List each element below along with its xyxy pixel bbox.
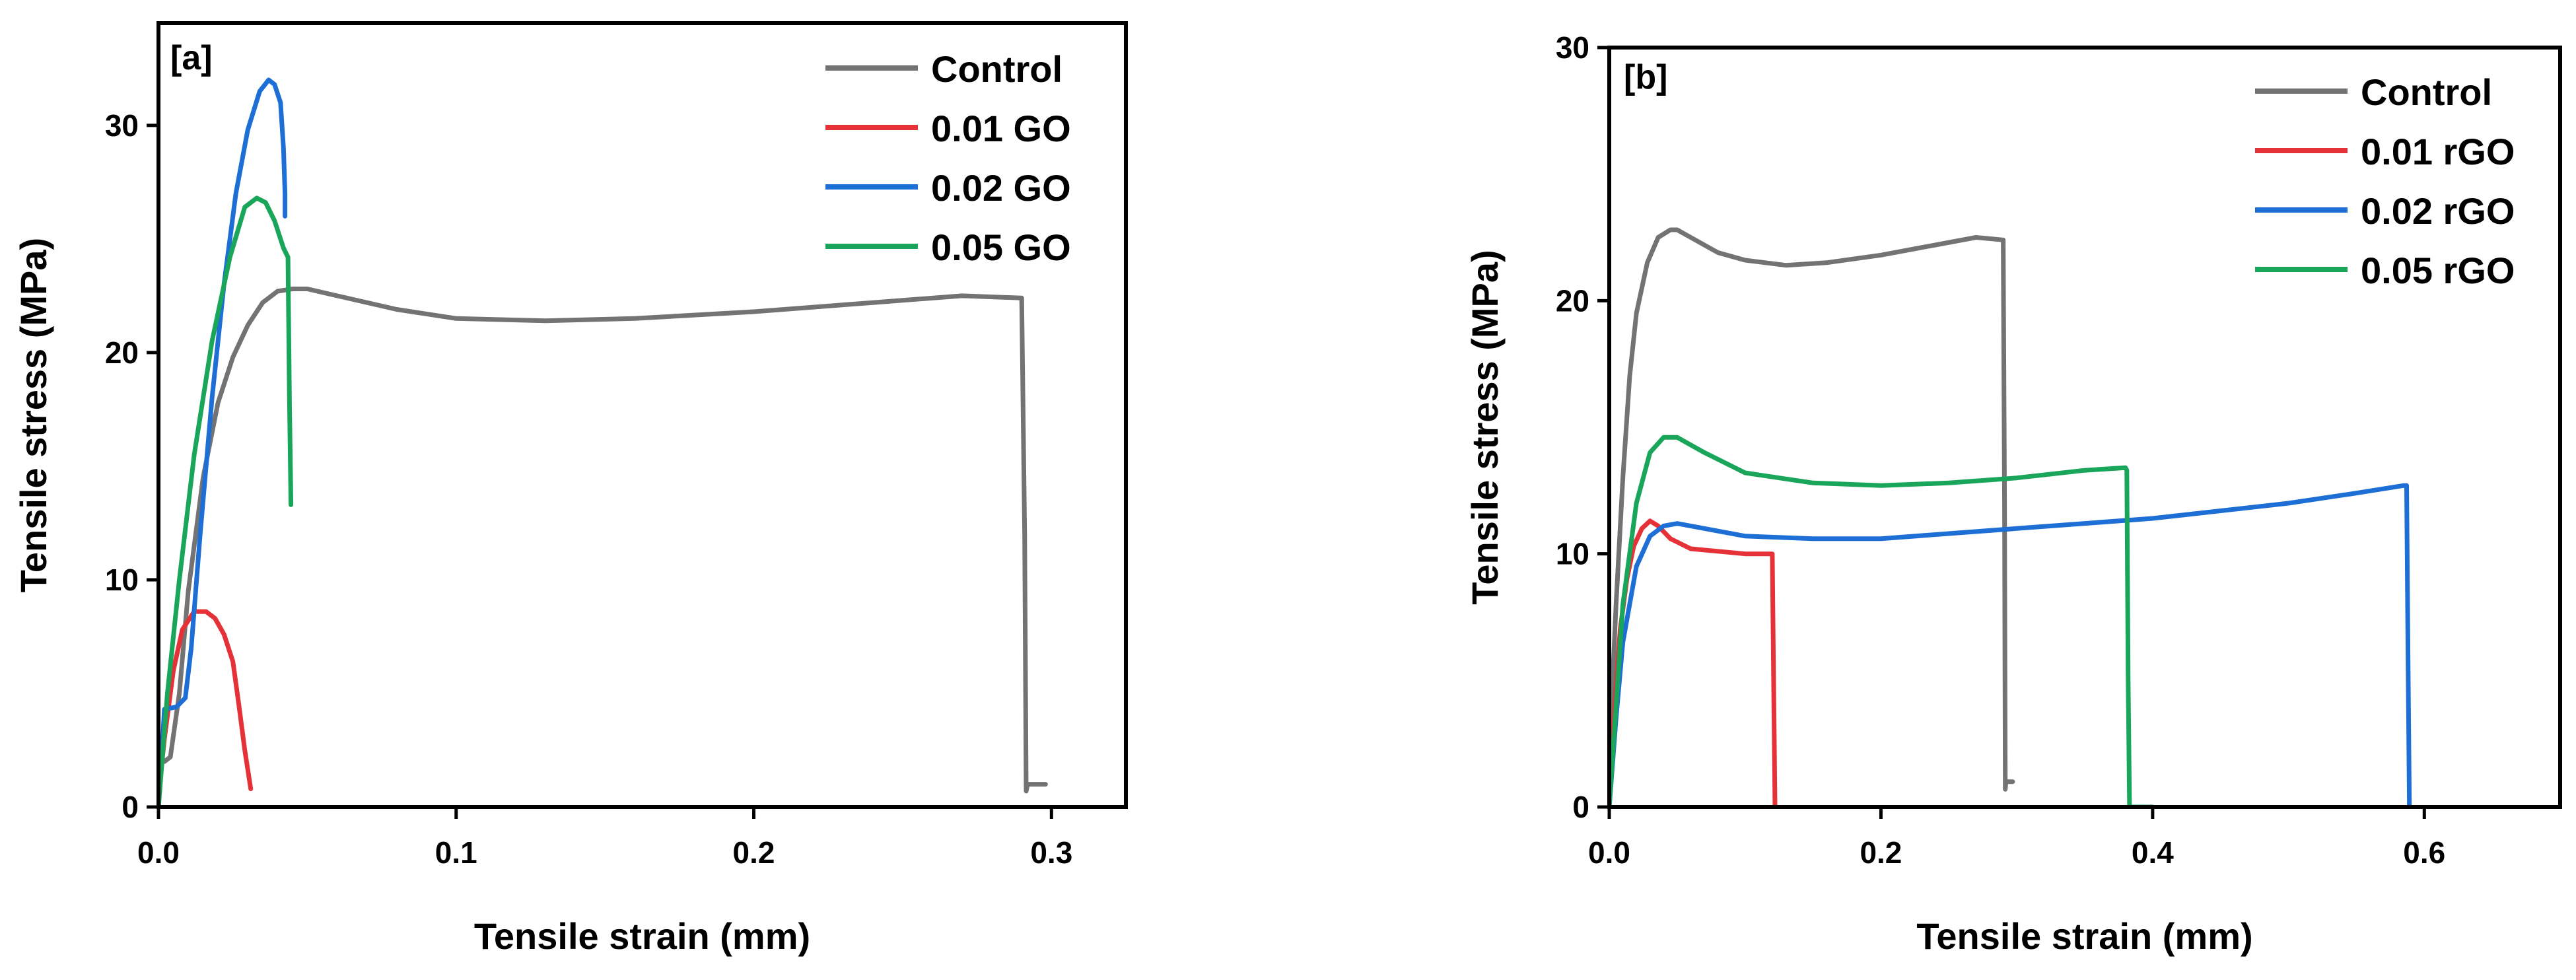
- series-line-0-02-rgo: [1609, 483, 2412, 807]
- series-line-control: [1609, 227, 2015, 792]
- legend-label: 0.01 GO: [931, 108, 1071, 149]
- y-tick-label: 30: [105, 108, 139, 143]
- legend-label: Control: [2361, 71, 2492, 113]
- y-tick-label: 10: [1556, 537, 1589, 571]
- legend-label: Control: [931, 48, 1062, 90]
- x-tick-label: 0.0: [1588, 835, 1630, 870]
- y-tick-label: 10: [105, 563, 139, 597]
- y-tick-label: 0: [122, 790, 139, 824]
- series-line-control: [158, 287, 1048, 794]
- plot-frame: [157, 21, 1128, 809]
- legend-label: 0.05 rGO: [2361, 250, 2515, 291]
- series-line-0-05-rgo: [1609, 435, 2155, 807]
- x-tick-label: 0.3: [1030, 835, 1072, 870]
- y-tick-label: 20: [105, 335, 139, 370]
- series-line-0-02-go: [158, 77, 288, 807]
- series-line-0-01-rgo: [1609, 518, 1778, 807]
- series-line-0-01-go: [158, 609, 254, 798]
- legend-label: 0.02 rGO: [2361, 190, 2515, 232]
- legend-label: 0.02 GO: [931, 167, 1071, 209]
- y-tick-label: 20: [1556, 283, 1589, 318]
- y-tick-label: 30: [1556, 30, 1589, 65]
- panel-label: [a]: [170, 39, 213, 77]
- x-tick-label: 0.2: [733, 835, 775, 870]
- panel-label: [b]: [1624, 58, 1667, 96]
- x-tick-label: 0.4: [2132, 835, 2174, 870]
- legend-label: 0.05 GO: [931, 227, 1071, 268]
- x-axis-title: Tensile strain (mm): [1916, 915, 2252, 957]
- chart-panel-b: 0.0 0.2 0.4 0.6 0 10 20 30 Tensile strain (mm) Te…: [1464, 30, 2562, 957]
- chart-panel-a: 0.0 0.1 0.2 0.3 0 10 20 30 Tensile strain (mm) Te…: [13, 21, 1128, 957]
- x-tick-label: 0.1: [435, 835, 477, 870]
- x-tick-label: 0.6: [2403, 835, 2445, 870]
- plot-frame: [1607, 46, 2562, 809]
- x-axis-title: Tensile strain (mm): [474, 915, 810, 957]
- x-tick-label: 0.2: [1860, 835, 1902, 870]
- y-axis-title: Tensile stress (MPa): [13, 238, 54, 592]
- legend-label: 0.01 rGO: [2361, 131, 2515, 172]
- x-tick-label: 0.0: [137, 835, 180, 870]
- y-axis-title: Tensile stress (MPa): [1464, 250, 1506, 604]
- y-tick-label: 0: [1572, 790, 1589, 824]
- series-line-0-05-go: [158, 195, 294, 807]
